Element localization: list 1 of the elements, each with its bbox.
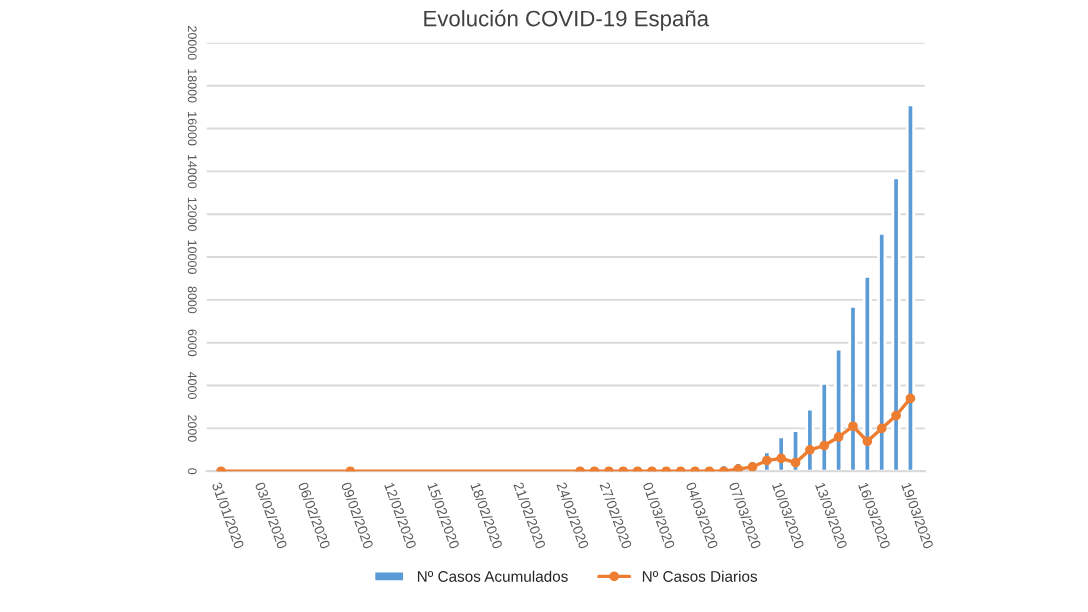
chart-title: Evolución COVID-19 España xyxy=(424,9,710,31)
